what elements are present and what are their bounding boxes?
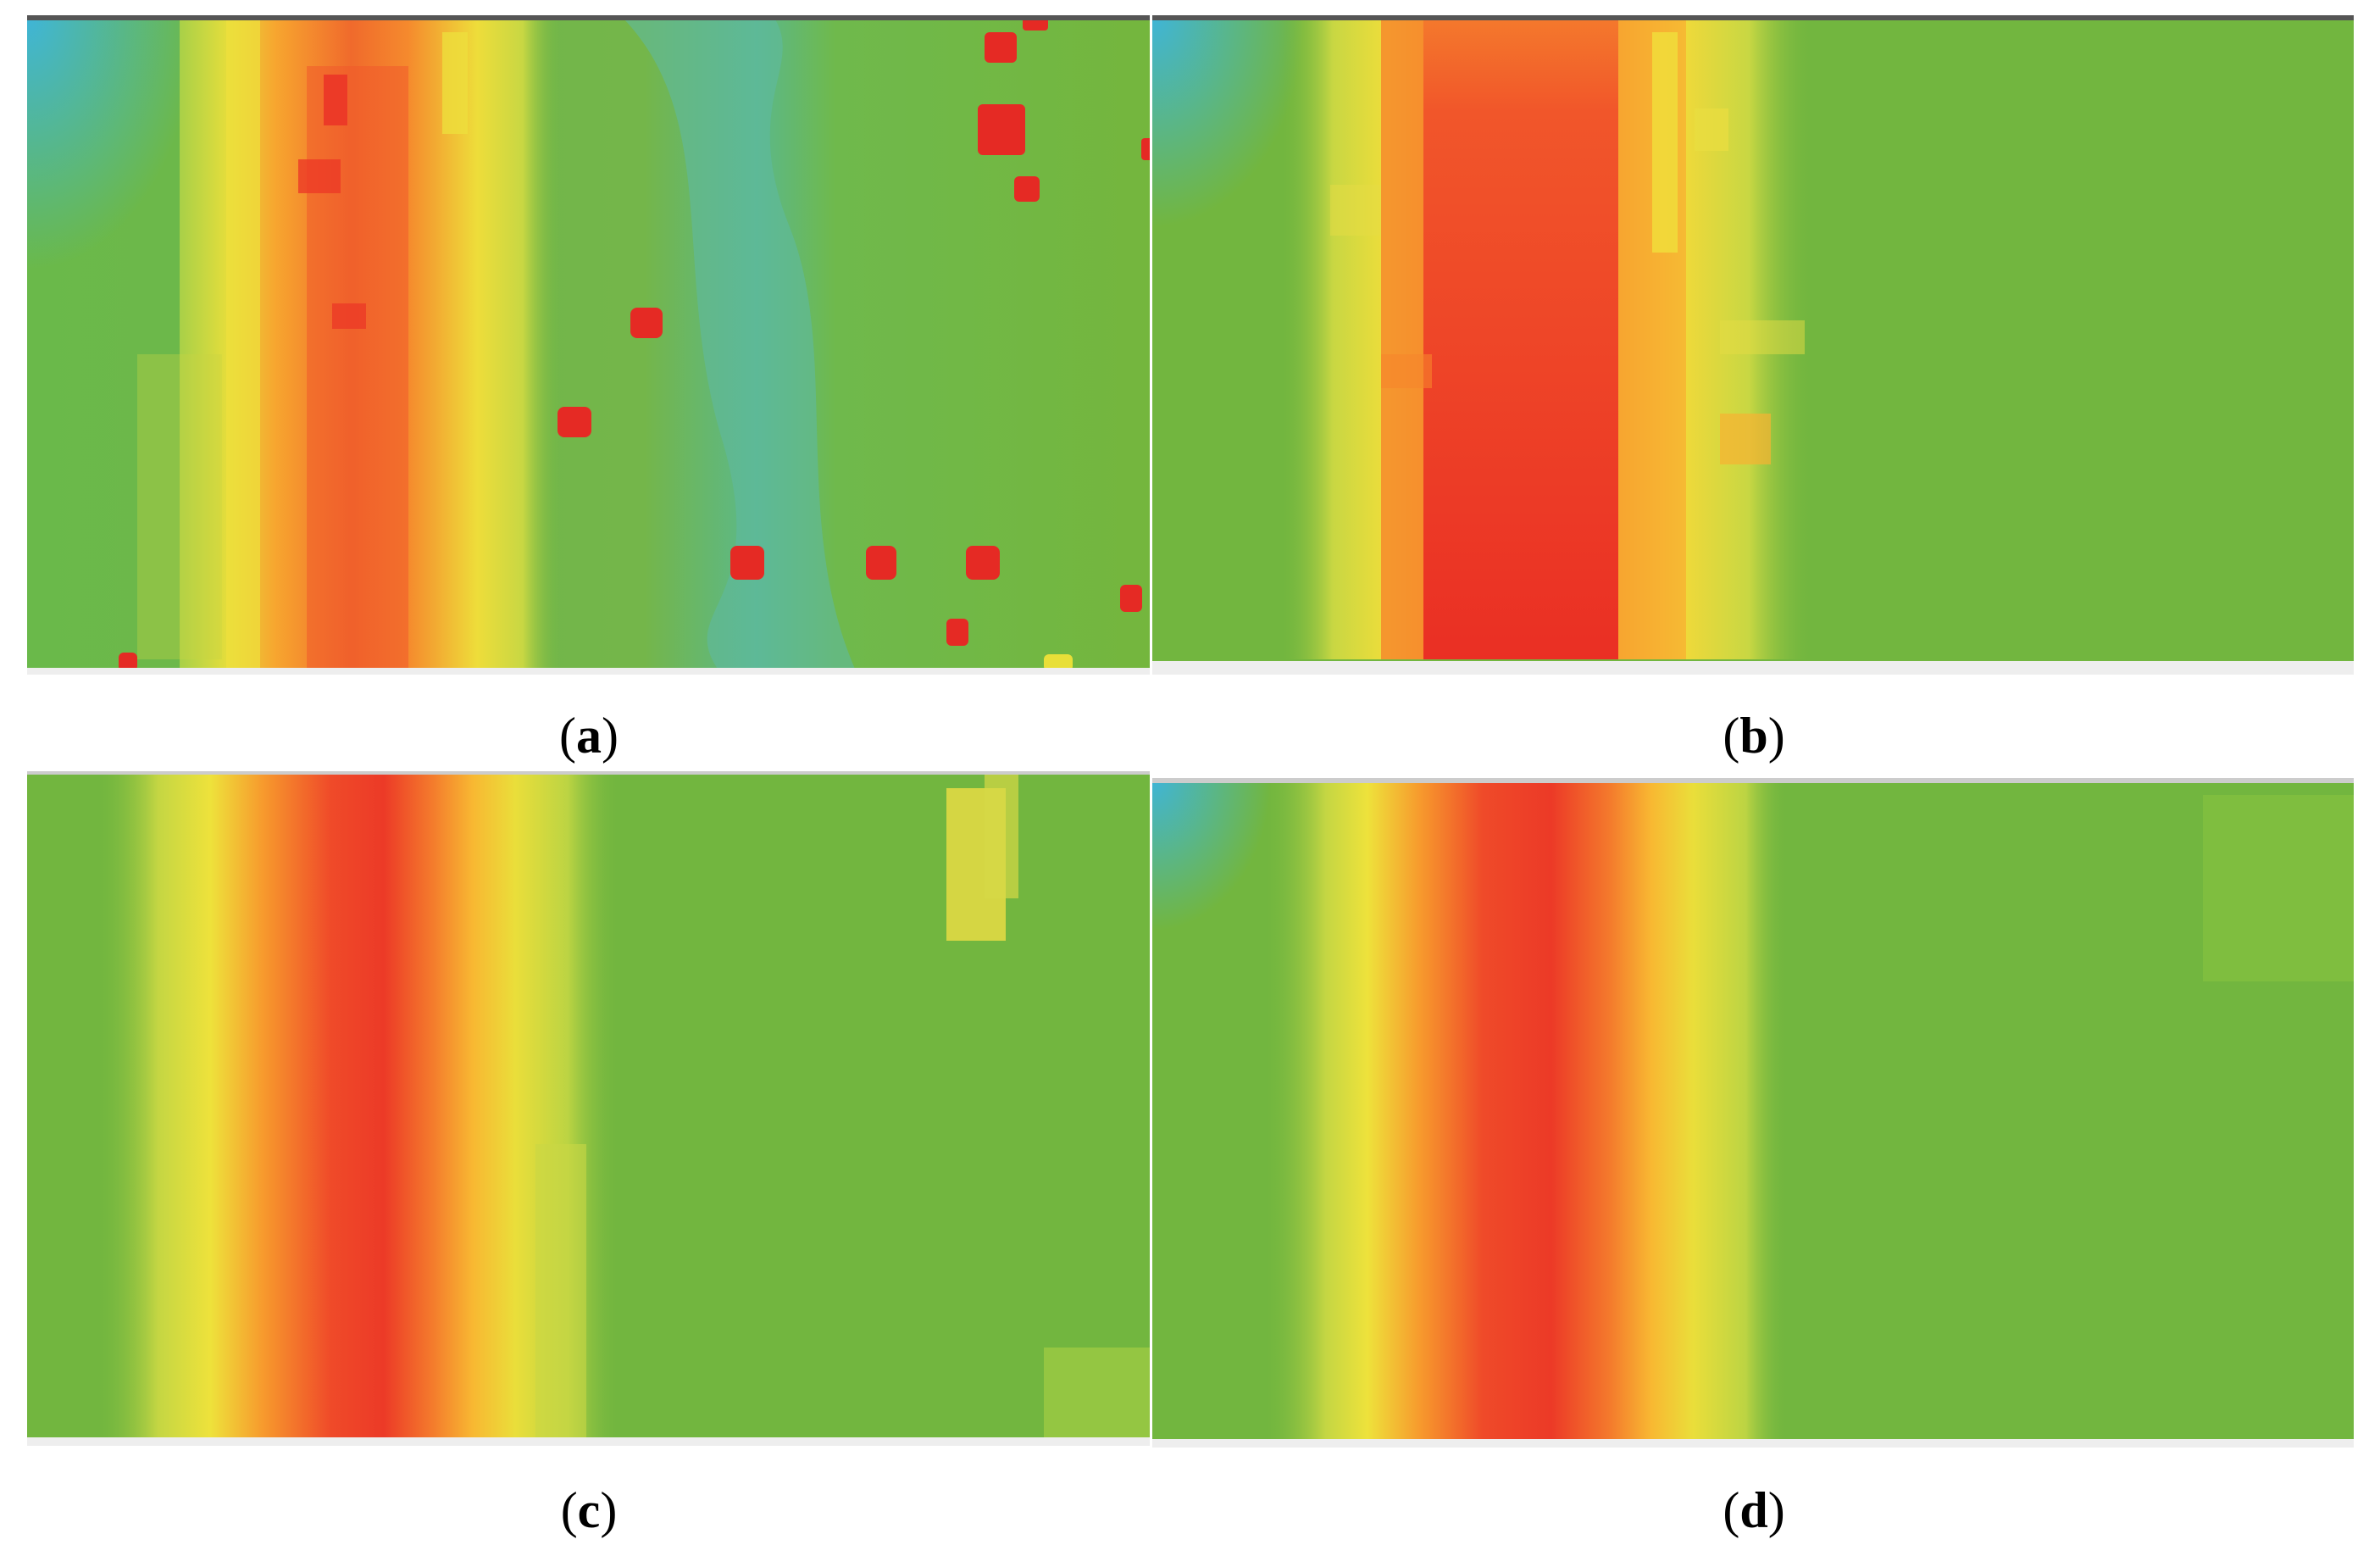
heatmap-panel-c [27, 771, 1150, 1446]
caption-a: (a) [559, 708, 619, 764]
heatmap-panel-d [1152, 778, 2354, 1448]
heatmap-panel-a [27, 15, 1150, 675]
caption-d: (d) [1723, 1482, 1785, 1538]
heatmap-panel-b [1152, 15, 2354, 675]
caption-b: (b) [1723, 708, 1785, 764]
caption-c: (c) [560, 1482, 618, 1538]
